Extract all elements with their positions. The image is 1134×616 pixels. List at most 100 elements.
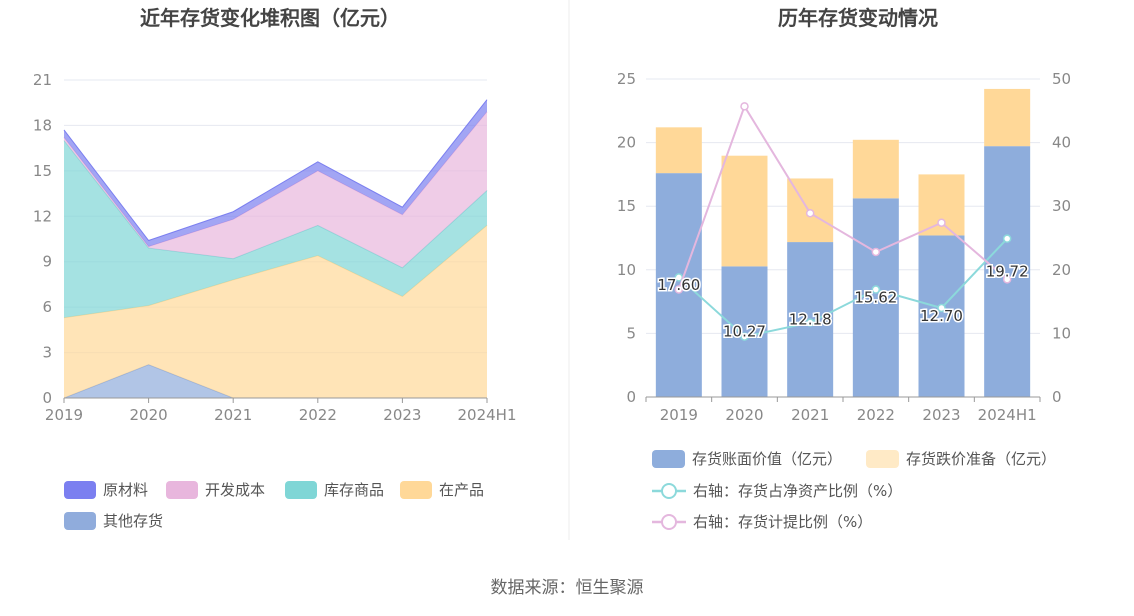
legend-label: 开发成本 bbox=[205, 481, 265, 499]
y-tick-label: 15 bbox=[617, 197, 636, 215]
legend-swatch bbox=[652, 450, 685, 468]
bar-book-value bbox=[984, 146, 1031, 397]
right-legend: 存货账面价值（亿元） 存货跌价准备（亿元）右轴：存货占净资产比例（%） 右轴：存货计… bbox=[652, 450, 1056, 531]
y-tick-label: 6 bbox=[42, 298, 52, 316]
x-tick-label: 2024H1 bbox=[458, 406, 517, 424]
line-point bbox=[1002, 234, 1012, 243]
legend-label: 原材料 bbox=[103, 481, 148, 499]
legend-label: 右轴：存货计提比例（%） bbox=[693, 513, 872, 531]
x-tick-label: 2022 bbox=[857, 406, 895, 424]
right-grid bbox=[646, 78, 1040, 398]
line-point bbox=[937, 303, 946, 313]
legend-swatch bbox=[400, 481, 432, 499]
x-tick-label: 2021 bbox=[791, 406, 829, 424]
legend-label: 库存商品 bbox=[324, 481, 384, 499]
right-y-axis-right: 0 10 20 30 40 50 bbox=[1052, 70, 1071, 406]
left-x-axis: 2019 2020 2021 2022 2023 2024H1 bbox=[45, 397, 517, 424]
line-point bbox=[805, 208, 815, 218]
bar-data-label: 12.70 bbox=[920, 307, 963, 325]
left-y-axis: 0 3 6 9 12 15 18 21 bbox=[33, 71, 52, 407]
line-point bbox=[805, 318, 815, 327]
x-tick-label: 2019 bbox=[660, 406, 698, 424]
right-chart-title: 历年存货变动情况 bbox=[778, 6, 938, 30]
left-areas bbox=[63, 99, 488, 399]
y-tick-label: 3 bbox=[42, 344, 52, 362]
bar-data-label: 12.18 bbox=[789, 311, 832, 329]
legend-label: 其他存货 bbox=[103, 512, 163, 530]
y2-tick-label: 20 bbox=[1052, 261, 1071, 279]
legend-swatch bbox=[285, 481, 317, 499]
bar-book-value bbox=[721, 266, 768, 397]
bar-data-label: 17.60 bbox=[657, 276, 700, 294]
legend-label: 在产品 bbox=[439, 481, 484, 499]
y2-tick-label: 30 bbox=[1052, 197, 1071, 215]
line-ratio_impairment bbox=[677, 104, 1008, 290]
legend-marker bbox=[661, 483, 677, 499]
bar-impairment bbox=[852, 139, 899, 199]
y-tick-label: 0 bbox=[626, 388, 636, 406]
bar-data-label: 10.27 bbox=[723, 323, 766, 341]
y-tick-label: 25 bbox=[617, 70, 636, 88]
right-bars bbox=[655, 88, 1031, 397]
area-goods bbox=[64, 140, 487, 318]
legend-marker bbox=[661, 514, 677, 530]
legend-label: 右轴：存货占净资产比例（%） bbox=[693, 482, 902, 500]
y-tick-label: 10 bbox=[617, 261, 636, 279]
bar-data-label: 19.72 bbox=[986, 263, 1029, 281]
bar-data-label: 15.62 bbox=[854, 289, 897, 307]
line-point bbox=[674, 285, 684, 294]
y-tick-label: 0 bbox=[42, 389, 52, 407]
y2-tick-label: 10 bbox=[1052, 324, 1071, 342]
x-tick-label: 2019 bbox=[45, 406, 83, 424]
y-tick-label: 9 bbox=[42, 253, 52, 271]
legend-label: 存货账面价值（亿元） bbox=[692, 450, 842, 468]
x-tick-label: 2023 bbox=[383, 406, 421, 424]
inventory-change-bar-chart: 历年存货变动情况 0 5 10 15 20 25 0 10 20 30 40 50 17.60 10.… bbox=[617, 6, 1071, 531]
line-point bbox=[871, 285, 881, 294]
x-tick-label: 2023 bbox=[922, 406, 960, 424]
line-point bbox=[740, 102, 749, 111]
x-tick-label: 2024H1 bbox=[978, 406, 1037, 424]
legend-swatch bbox=[64, 481, 96, 499]
legend-swatch bbox=[866, 450, 899, 468]
legend-swatch bbox=[64, 512, 96, 530]
y-tick-label: 15 bbox=[33, 162, 52, 180]
right-data-labels: 17.60 10.27 12.18 15.62 12.70 19.72 bbox=[656, 261, 1030, 342]
area-edge-raw_materials bbox=[63, 99, 488, 242]
x-tick-label: 2022 bbox=[299, 406, 337, 424]
y-tick-label: 12 bbox=[33, 207, 52, 225]
area-dev_cost bbox=[64, 111, 487, 268]
y2-tick-label: 50 bbox=[1052, 70, 1071, 88]
bar-impairment bbox=[984, 88, 1031, 147]
bar-book-value bbox=[918, 235, 965, 397]
left-chart-title: 近年存货变化堆积图（亿元） bbox=[140, 6, 400, 30]
line-point bbox=[740, 332, 749, 341]
y-tick-label: 18 bbox=[33, 116, 52, 134]
line-point bbox=[937, 218, 946, 227]
y-tick-label: 5 bbox=[626, 324, 636, 342]
line-point bbox=[1002, 275, 1012, 284]
x-tick-label: 2021 bbox=[214, 406, 252, 424]
line-ratio_net_assets bbox=[678, 237, 1008, 338]
legend-swatch bbox=[166, 481, 198, 499]
y-tick-label: 20 bbox=[617, 134, 636, 152]
y2-tick-label: 0 bbox=[1052, 388, 1062, 406]
right-x-axis: 2019 2020 2021 2022 2023 2024H1 bbox=[645, 396, 1041, 424]
bar-book-value bbox=[655, 173, 702, 397]
y-tick-label: 21 bbox=[33, 71, 52, 89]
bar-impairment bbox=[655, 127, 702, 174]
x-tick-label: 2020 bbox=[725, 406, 763, 424]
bar-impairment bbox=[721, 155, 768, 267]
right-y-axis-left: 0 5 10 15 20 25 bbox=[617, 70, 636, 406]
area-wip bbox=[64, 225, 487, 398]
right-lines bbox=[674, 102, 1012, 341]
line-point bbox=[871, 247, 881, 257]
x-tick-label: 2020 bbox=[130, 406, 168, 424]
data-source: 数据来源：恒生聚源 bbox=[491, 578, 644, 598]
y2-tick-label: 40 bbox=[1052, 134, 1071, 152]
legend-label: 存货跌价准备（亿元） bbox=[906, 450, 1056, 468]
